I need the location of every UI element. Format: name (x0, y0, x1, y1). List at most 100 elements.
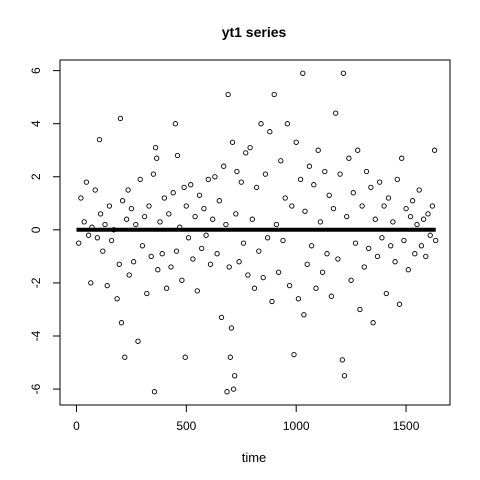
data-point (306, 163, 313, 169)
x-tick-label: 500 (176, 419, 196, 433)
data-point (157, 219, 163, 225)
data-point (392, 259, 398, 265)
data-point (119, 198, 126, 204)
data-point (247, 144, 253, 151)
data-point (179, 277, 185, 283)
data-point (282, 195, 288, 201)
y-tick-label: -6 (29, 383, 43, 394)
data-point (390, 219, 396, 225)
data-point (141, 213, 148, 220)
data-point (78, 195, 84, 201)
data-point (190, 256, 196, 262)
data-point (363, 168, 370, 175)
data-point (102, 221, 108, 228)
data-point (262, 171, 269, 177)
data-point (234, 168, 240, 175)
data-point (409, 198, 416, 204)
data-point (284, 121, 291, 127)
data-point (359, 203, 365, 209)
data-point (420, 216, 427, 222)
data-point (123, 216, 130, 222)
data-point (199, 245, 205, 252)
y-tick-label: 4 (29, 120, 43, 127)
data-point (225, 91, 231, 98)
data-point (264, 235, 271, 241)
data-point (130, 259, 137, 265)
data-point (433, 237, 439, 244)
data-point (322, 168, 328, 175)
data-point (182, 354, 188, 360)
data-point (203, 232, 209, 238)
data-point (273, 221, 280, 228)
data-point (280, 237, 286, 244)
data-point (194, 288, 200, 294)
data-point (258, 121, 264, 127)
data-point (407, 213, 414, 220)
data-point (379, 235, 385, 241)
data-point (271, 91, 277, 98)
data-point (319, 269, 326, 275)
data-point (192, 213, 198, 220)
data-point (126, 272, 132, 278)
data-point (427, 232, 433, 238)
data-point (104, 282, 110, 289)
y-tick-label: -4 (29, 330, 43, 341)
data-point (348, 277, 354, 283)
data-point (114, 296, 120, 302)
data-point (335, 256, 341, 262)
data-point (174, 152, 181, 159)
data-point (385, 195, 392, 201)
data-point (139, 243, 146, 249)
data-point (256, 248, 262, 254)
data-point (240, 240, 247, 246)
data-point (173, 248, 180, 254)
data-point (253, 184, 260, 191)
data-point (267, 129, 273, 135)
data-point (275, 269, 282, 275)
data-point (295, 296, 302, 302)
data-point (269, 298, 275, 305)
data-point (245, 272, 251, 278)
data-point (301, 312, 307, 318)
data-point (128, 205, 135, 212)
data-point (205, 176, 211, 183)
data-point (370, 320, 376, 326)
data-point (372, 216, 378, 222)
chart-title: yt1 series (222, 24, 287, 40)
data-point (340, 70, 347, 76)
data-point (88, 280, 94, 286)
data-point (170, 190, 176, 196)
data-point (92, 187, 98, 193)
data-point (161, 195, 168, 201)
data-point (286, 282, 293, 289)
data-point (76, 240, 82, 246)
data-point (346, 155, 352, 161)
data-point (146, 203, 152, 209)
data-point (125, 187, 131, 193)
data-point (144, 290, 150, 297)
data-point (388, 243, 394, 249)
x-tick-label: 1500 (393, 419, 420, 433)
data-point (81, 219, 87, 225)
data-point (96, 136, 103, 143)
data-point (226, 264, 232, 270)
data-point (152, 144, 159, 151)
data-point (399, 155, 405, 161)
data-point (97, 211, 104, 217)
data-point (333, 110, 339, 116)
data-point (148, 253, 154, 260)
data-point (324, 251, 330, 257)
data-point (154, 155, 160, 161)
x-axis: 0 500 1000 1500 (73, 404, 420, 433)
data-point (291, 351, 297, 358)
data-point (227, 354, 233, 360)
data-point (163, 285, 170, 291)
data-point (300, 70, 306, 76)
data-point (85, 232, 92, 238)
y-tick-label: 2 (29, 173, 43, 180)
data-point (183, 203, 189, 209)
data-point (260, 274, 266, 281)
data-point (366, 245, 372, 252)
data-point (394, 176, 400, 183)
